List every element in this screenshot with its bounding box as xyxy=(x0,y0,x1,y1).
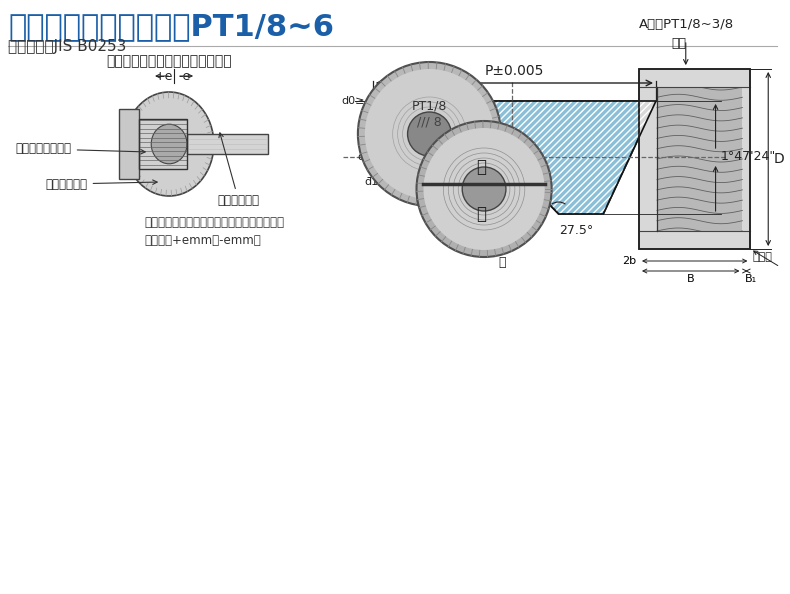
Bar xyxy=(639,69,750,249)
Text: D: D xyxy=(773,152,784,166)
Text: 校对螺纹塞规: 校对螺纹塞规 xyxy=(218,133,260,207)
Text: /// 8: /// 8 xyxy=(417,115,442,128)
Text: 2b: 2b xyxy=(622,256,636,266)
Polygon shape xyxy=(373,101,656,214)
Bar xyxy=(187,134,269,154)
Bar xyxy=(639,69,750,249)
Text: 下: 下 xyxy=(476,205,486,223)
Text: 基
面: 基 面 xyxy=(498,241,506,269)
Circle shape xyxy=(462,167,506,211)
Circle shape xyxy=(358,62,501,206)
Text: B₁: B₁ xyxy=(744,274,757,284)
Bar xyxy=(657,87,743,231)
Text: 27.5°: 27.5° xyxy=(559,224,593,237)
Text: 螺纹环规小端: 螺纹环规小端 xyxy=(46,178,157,191)
Text: +e: +e xyxy=(155,69,173,83)
Text: d2: d2 xyxy=(358,152,372,162)
Text: d1: d1 xyxy=(365,177,378,187)
Text: U/2: U/2 xyxy=(413,157,423,176)
Text: PT1/8: PT1/8 xyxy=(412,100,447,112)
Circle shape xyxy=(365,69,494,199)
Text: 大端面: 大端面 xyxy=(752,252,772,262)
Bar xyxy=(640,231,750,248)
Text: 校对螺纹塞规检测螺纹环规示意图: 校对螺纹塞规检测螺纹环规示意图 xyxy=(107,54,232,68)
Text: 27.5°: 27.5° xyxy=(431,224,465,237)
Text: -e: -e xyxy=(178,69,190,83)
Text: P±0.005: P±0.005 xyxy=(485,64,544,78)
Text: 1°47'24": 1°47'24" xyxy=(720,150,776,163)
Bar xyxy=(139,119,187,169)
Text: 基面: 基面 xyxy=(672,37,687,50)
Circle shape xyxy=(423,128,544,250)
Text: 上: 上 xyxy=(476,158,486,176)
Text: 校对螺纹塞规小端面与螺纹环规小端面对齐，
允许偏移+emm，-emm。: 校对螺纹塞规小端面与螺纹环规小端面对齐， 允许偏移+emm，-emm。 xyxy=(145,216,284,247)
Text: d0≥: d0≥ xyxy=(341,96,365,106)
Bar xyxy=(119,109,139,179)
Text: 校对螺纹塞规小端: 校对螺纹塞规小端 xyxy=(16,143,145,156)
Text: 日标圆锥管螺纹环规：PT1/8~6: 日标圆锥管螺纹环规：PT1/8~6 xyxy=(8,12,334,41)
Text: 执行标准：JIS B0253: 执行标准：JIS B0253 xyxy=(8,39,126,54)
Ellipse shape xyxy=(124,92,214,196)
Ellipse shape xyxy=(151,124,187,164)
Bar xyxy=(640,70,750,87)
Text: B: B xyxy=(687,274,694,284)
Text: A型：PT1/8~3/8: A型：PT1/8~3/8 xyxy=(639,18,734,31)
Circle shape xyxy=(408,112,451,156)
Circle shape xyxy=(416,121,551,257)
